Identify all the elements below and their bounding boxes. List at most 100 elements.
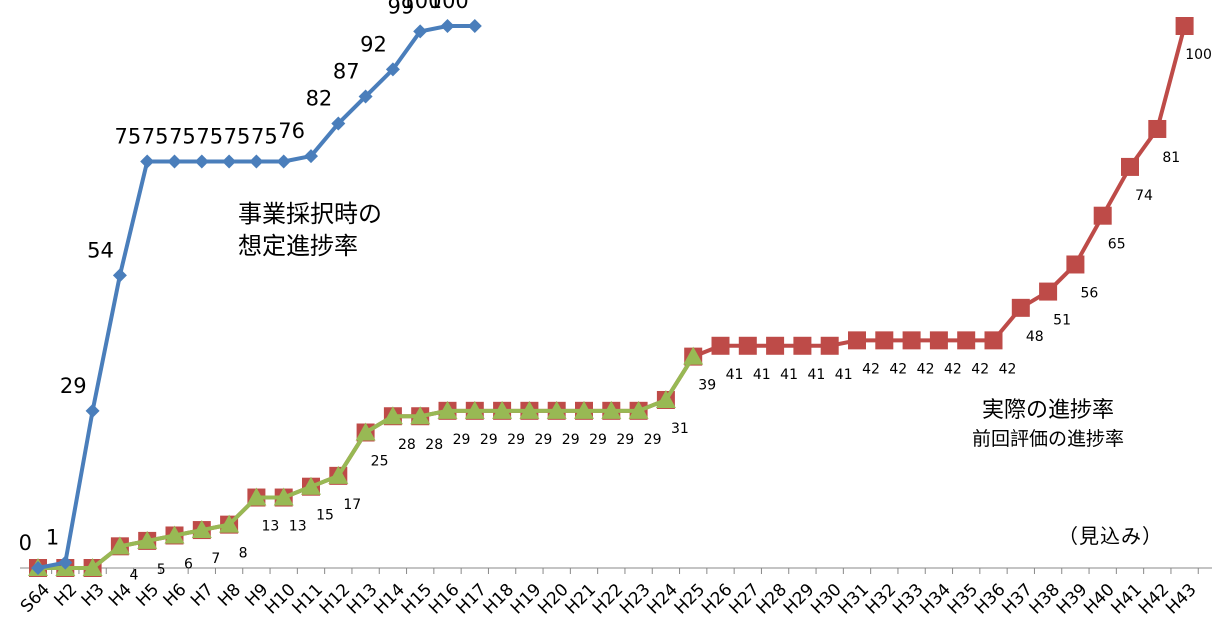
planned-annotation-line1: 事業採択時の bbox=[238, 200, 382, 228]
actual-data-label: 100 bbox=[1185, 47, 1212, 63]
planned-data-label: 0 bbox=[19, 531, 32, 555]
square-marker bbox=[711, 336, 730, 355]
actual-data-label: 29 bbox=[453, 432, 471, 448]
square-marker bbox=[984, 331, 1003, 350]
planned-data-label: 75 bbox=[169, 125, 196, 149]
triangle-marker bbox=[382, 406, 403, 425]
actual-data-label: 28 bbox=[425, 437, 443, 453]
actual-data-label: 29 bbox=[644, 432, 662, 448]
triangle-marker bbox=[219, 514, 240, 533]
series-actual bbox=[29, 17, 1194, 577]
actual-data-label: 41 bbox=[807, 367, 825, 383]
triangle-marker bbox=[655, 389, 676, 408]
actual-data-label: 29 bbox=[480, 432, 498, 448]
actual-progress-annotation: 実際の進捗率 bbox=[982, 398, 1115, 423]
diamond-marker bbox=[413, 24, 428, 39]
series-layer bbox=[28, 17, 1194, 577]
actual-data-label: 56 bbox=[1080, 285, 1098, 301]
planned-data-label: 29 bbox=[60, 374, 87, 398]
actual-data-label: 25 bbox=[371, 454, 389, 470]
actual-data-label: 29 bbox=[534, 432, 552, 448]
planned-data-label: 75 bbox=[196, 125, 223, 149]
actual-data-label: 42 bbox=[971, 361, 989, 377]
triangle-marker bbox=[628, 400, 649, 419]
actual-data-label: 29 bbox=[616, 432, 634, 448]
square-marker bbox=[902, 331, 921, 350]
triangle-marker bbox=[683, 346, 704, 365]
actual-data-label: 65 bbox=[1108, 237, 1126, 253]
triangle-marker bbox=[574, 400, 594, 419]
actual-data-label: 29 bbox=[589, 432, 607, 448]
x-tick-label: H43 bbox=[1162, 580, 1200, 618]
actual-data-label: 41 bbox=[780, 367, 798, 383]
diamond-marker bbox=[194, 154, 209, 169]
diamond-marker bbox=[112, 268, 127, 283]
triangle-marker bbox=[519, 400, 540, 419]
diamond-marker bbox=[440, 19, 455, 33]
actual-data-label: 7 bbox=[211, 551, 220, 567]
diamond-marker bbox=[385, 62, 400, 77]
actual-data-label: 13 bbox=[261, 519, 279, 535]
actual-data-label: 13 bbox=[289, 519, 307, 535]
triangle-marker bbox=[328, 465, 349, 484]
actual-data-label: 17 bbox=[343, 497, 361, 513]
triangle-marker bbox=[82, 558, 103, 576]
triangle-marker bbox=[546, 400, 567, 419]
planned-data-label: 82 bbox=[306, 87, 333, 111]
actual-data-label: 41 bbox=[835, 367, 853, 383]
square-marker bbox=[793, 336, 812, 355]
series-line bbox=[38, 25, 1187, 570]
square-marker bbox=[820, 336, 839, 355]
actual-data-label: 15 bbox=[316, 508, 334, 524]
actual-data-label: 28 bbox=[398, 437, 416, 453]
planned-data-label: 92 bbox=[360, 32, 387, 56]
square-marker bbox=[766, 336, 785, 355]
square-marker bbox=[738, 336, 757, 355]
planned-data-label: 75 bbox=[224, 125, 251, 149]
actual-data-label: 42 bbox=[917, 361, 935, 377]
planned-data-label: 100 bbox=[429, 0, 469, 13]
square-marker bbox=[1011, 298, 1030, 317]
actual-data-label: 41 bbox=[753, 367, 771, 383]
x-tick-label: H5 bbox=[132, 580, 163, 611]
square-marker bbox=[957, 331, 976, 350]
diamond-marker bbox=[467, 19, 482, 33]
x-tick-label: H6 bbox=[160, 580, 191, 611]
x-tick-label: H4 bbox=[105, 580, 136, 611]
diamond-marker bbox=[276, 154, 291, 169]
actual-data-label: 42 bbox=[999, 361, 1017, 377]
actual-data-label: 42 bbox=[889, 361, 907, 377]
projection-note: （見込み） bbox=[1058, 524, 1163, 548]
actual-data-label: 4 bbox=[129, 567, 138, 583]
x-axis: S64H2H3H4H5H6H7H8H9H10H11H12H13H14H15H16… bbox=[17, 567, 1212, 618]
triangle-marker bbox=[301, 476, 321, 495]
triangle-marker bbox=[410, 406, 431, 425]
planned-data-label: 54 bbox=[87, 238, 114, 262]
square-marker bbox=[1121, 157, 1139, 176]
actual-data-label: 42 bbox=[862, 361, 880, 377]
actual-data-label: 42 bbox=[944, 361, 962, 377]
actual-data-label: 41 bbox=[726, 367, 744, 383]
x-tick-label: H8 bbox=[214, 580, 245, 611]
series-line bbox=[37, 24, 475, 570]
planned-data-label: 99 bbox=[387, 0, 414, 18]
triangle-marker bbox=[464, 400, 485, 419]
triangle-marker bbox=[437, 400, 458, 419]
triangle-marker bbox=[246, 487, 267, 506]
actual-data-label: 6 bbox=[184, 556, 193, 572]
triangle-marker bbox=[492, 400, 513, 419]
actual-data-label: 8 bbox=[239, 546, 248, 562]
x-tick-label: H3 bbox=[78, 580, 109, 611]
triangle-marker bbox=[601, 400, 622, 419]
planned-data-label: 75 bbox=[114, 125, 141, 149]
diamond-marker bbox=[358, 89, 373, 104]
triangle-marker bbox=[164, 525, 185, 544]
actual-data-label: 51 bbox=[1053, 313, 1071, 329]
series-line bbox=[38, 355, 695, 570]
actual-data-label: 29 bbox=[507, 432, 525, 448]
square-marker bbox=[1175, 17, 1194, 35]
planned-data-label: 87 bbox=[333, 59, 360, 83]
square-marker bbox=[875, 331, 894, 350]
